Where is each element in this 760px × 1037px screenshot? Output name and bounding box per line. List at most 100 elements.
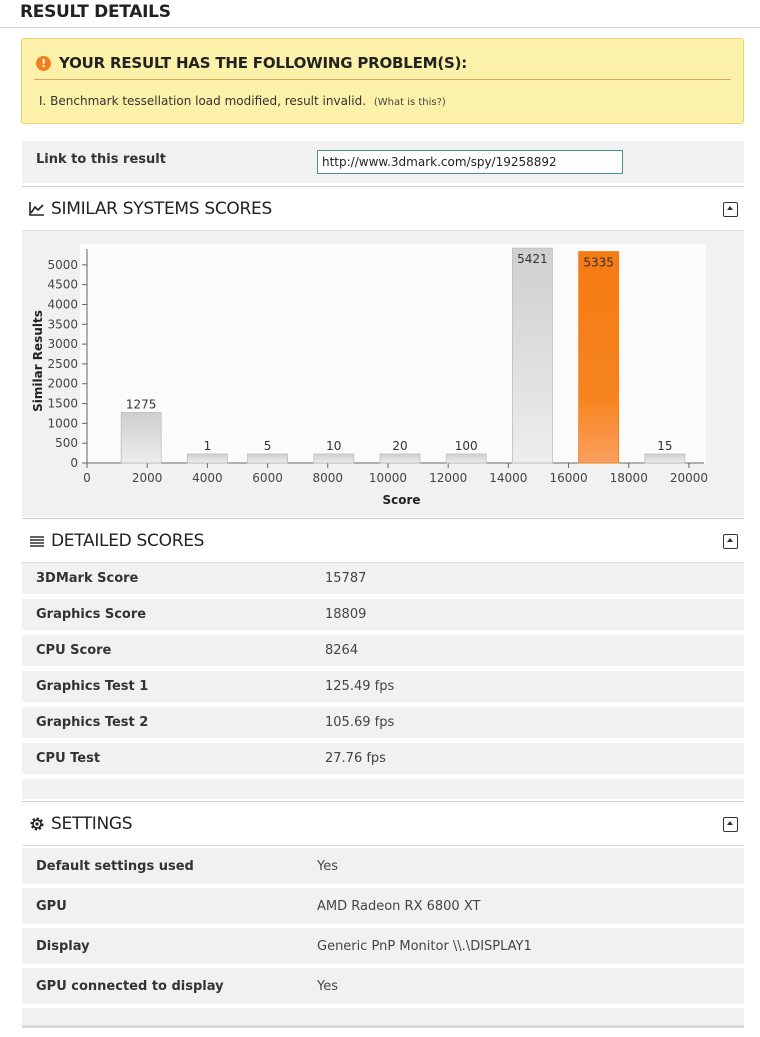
score-bar — [512, 247, 553, 464]
x-axis-label: Score — [382, 493, 420, 507]
settings-list: Default settings used Yes GPU AMD Radeon R… — [22, 846, 744, 1028]
bar-value-label: 100 — [455, 439, 478, 453]
score-bar — [379, 453, 421, 464]
x-tick-label: 4000 — [192, 471, 223, 485]
score-bar — [186, 453, 228, 464]
similar-systems-title: SIMILAR SYSTEMS SCORES — [28, 199, 272, 219]
score-value: 8264 — [325, 643, 359, 658]
line-chart-icon — [29, 202, 44, 216]
setting-value: Yes — [317, 979, 338, 994]
list-icon — [30, 536, 44, 547]
similar-systems-collapse-button[interactable] — [723, 202, 738, 217]
y-tick-label: 1000 — [47, 416, 78, 430]
x-tick-label: 10000 — [369, 471, 407, 485]
settings-title-text: SETTINGS — [51, 814, 133, 834]
x-tick-label: 12000 — [429, 471, 467, 485]
y-tick-label: 3000 — [47, 337, 78, 351]
result-link-input[interactable] — [317, 150, 623, 174]
detailed-scores-title: DETAILED SCORES — [28, 531, 204, 551]
setting-label: Display — [36, 939, 90, 954]
score-row-3dmark: 3DMark Score 15787 — [22, 563, 744, 594]
y-tick-label: 2500 — [47, 357, 78, 371]
score-label: Graphics Test 2 — [36, 715, 149, 730]
what-is-this-link[interactable]: (What is this?) — [373, 97, 446, 108]
y-tick-label: 4500 — [47, 278, 78, 292]
setting-row-display: Display Generic PnP Monitor \\.\DISPLAY1 — [22, 928, 744, 964]
y-axis-label: Similar Results — [31, 310, 45, 412]
detailed-scores-spacer — [22, 779, 744, 799]
x-tick-label: 16000 — [549, 471, 587, 485]
x-tick-label: 6000 — [252, 471, 283, 485]
warning-box: ! YOUR RESULT HAS THE FOLLOWING PROBLEM(… — [21, 38, 744, 124]
score-bar — [644, 453, 686, 464]
y-tick-label: 1500 — [47, 397, 78, 411]
warning-divider — [34, 79, 731, 80]
y-tick-label: 0 — [70, 456, 78, 470]
bar-value-label: 5335 — [583, 256, 614, 270]
bar-value-label: 5 — [264, 439, 272, 453]
bar-value-label: 20 — [392, 439, 407, 453]
page-title: RESULT DETAILS — [20, 2, 171, 22]
y-tick-label: 500 — [55, 436, 78, 450]
link-label: Link to this result — [36, 152, 166, 167]
y-tick-label: 4000 — [47, 297, 78, 311]
score-label: Graphics Score — [36, 607, 147, 622]
score-row-graphics-test-2: Graphics Test 2 105.69 fps — [22, 707, 744, 738]
warning-heading: ! YOUR RESULT HAS THE FOLLOWING PROBLEM(… — [36, 54, 467, 72]
x-tick-label: 20000 — [670, 471, 708, 485]
warning-heading-text: YOUR RESULT HAS THE FOLLOWING PROBLEM(S)… — [59, 54, 468, 72]
settings-collapse-button[interactable] — [723, 817, 738, 832]
x-tick-label: 2000 — [132, 471, 163, 485]
similar-systems-section: SIMILAR SYSTEMS SCORES 0 500 1000 1500 2000 2… — [22, 186, 744, 517]
score-label: Graphics Test 1 — [36, 679, 149, 694]
gear-icon — [30, 817, 44, 831]
setting-label: Default settings used — [36, 859, 194, 874]
score-value: 125.49 fps — [325, 679, 395, 694]
settings-section: SETTINGS Default settings used Yes GPU AMD… — [22, 801, 744, 1028]
setting-row-gpu-connected: GPU connected to display Yes — [22, 968, 744, 1004]
setting-label: GPU — [36, 899, 67, 914]
score-value: 18809 — [325, 607, 367, 622]
y-tick-label: 3500 — [47, 317, 78, 331]
settings-spacer — [22, 1008, 744, 1028]
detailed-scores-header: DETAILED SCORES — [22, 519, 744, 563]
score-row-cpu-test: CPU Test 27.76 fps — [22, 743, 744, 774]
detailed-scores-section: DETAILED SCORES 3DMark Score 15787 Graphi… — [22, 518, 744, 801]
exclamation-icon: ! — [36, 55, 51, 71]
x-tick-label: 8000 — [313, 471, 344, 485]
score-bar-highlight — [578, 251, 620, 464]
score-value: 105.69 fps — [325, 715, 395, 730]
bar-value-label: 1275 — [126, 397, 157, 411]
y-tick-label: 5000 — [47, 258, 78, 272]
bar-value-label: 1 — [204, 439, 212, 453]
y-tick-label: 2000 — [47, 377, 78, 391]
bar-value-label: 5421 — [517, 252, 548, 266]
link-row: Link to this result — [22, 141, 744, 183]
detailed-scores-title-text: DETAILED SCORES — [51, 531, 205, 551]
setting-label: GPU connected to display — [36, 979, 224, 994]
score-value: 15787 — [325, 571, 367, 586]
x-tick-label: 14000 — [489, 471, 527, 485]
setting-row-default: Default settings used Yes — [22, 848, 744, 884]
similar-systems-header: SIMILAR SYSTEMS SCORES — [22, 187, 744, 231]
settings-title: SETTINGS — [28, 814, 133, 834]
x-tick-label: 0 — [83, 471, 91, 485]
score-bar — [313, 453, 355, 464]
score-row-cpu: CPU Score 8264 — [22, 635, 744, 666]
similar-systems-title-text: SIMILAR SYSTEMS SCORES — [51, 199, 272, 219]
similar-systems-chart-area: 0 500 1000 1500 2000 2500 3000 3500 4000 4500 5000… — [22, 231, 744, 517]
setting-value: Generic PnP Monitor \\.\DISPLAY1 — [317, 939, 532, 954]
bar-value-label: 15 — [657, 439, 672, 453]
detailed-scores-collapse-button[interactable] — [723, 534, 738, 549]
score-label: CPU Test — [36, 751, 101, 766]
score-bar — [445, 453, 487, 464]
bar-value-label: 10 — [326, 439, 341, 453]
score-value: 27.76 fps — [325, 751, 386, 766]
score-bar — [120, 412, 162, 464]
x-tick-label: 18000 — [610, 471, 648, 485]
score-row-graphics-test-1: Graphics Test 1 125.49 fps — [22, 671, 744, 702]
score-bar — [247, 453, 288, 464]
score-label: 3DMark Score — [36, 571, 139, 586]
title-divider — [0, 27, 760, 28]
warning-message-text: I. Benchmark tessellation load modified,… — [39, 94, 367, 108]
